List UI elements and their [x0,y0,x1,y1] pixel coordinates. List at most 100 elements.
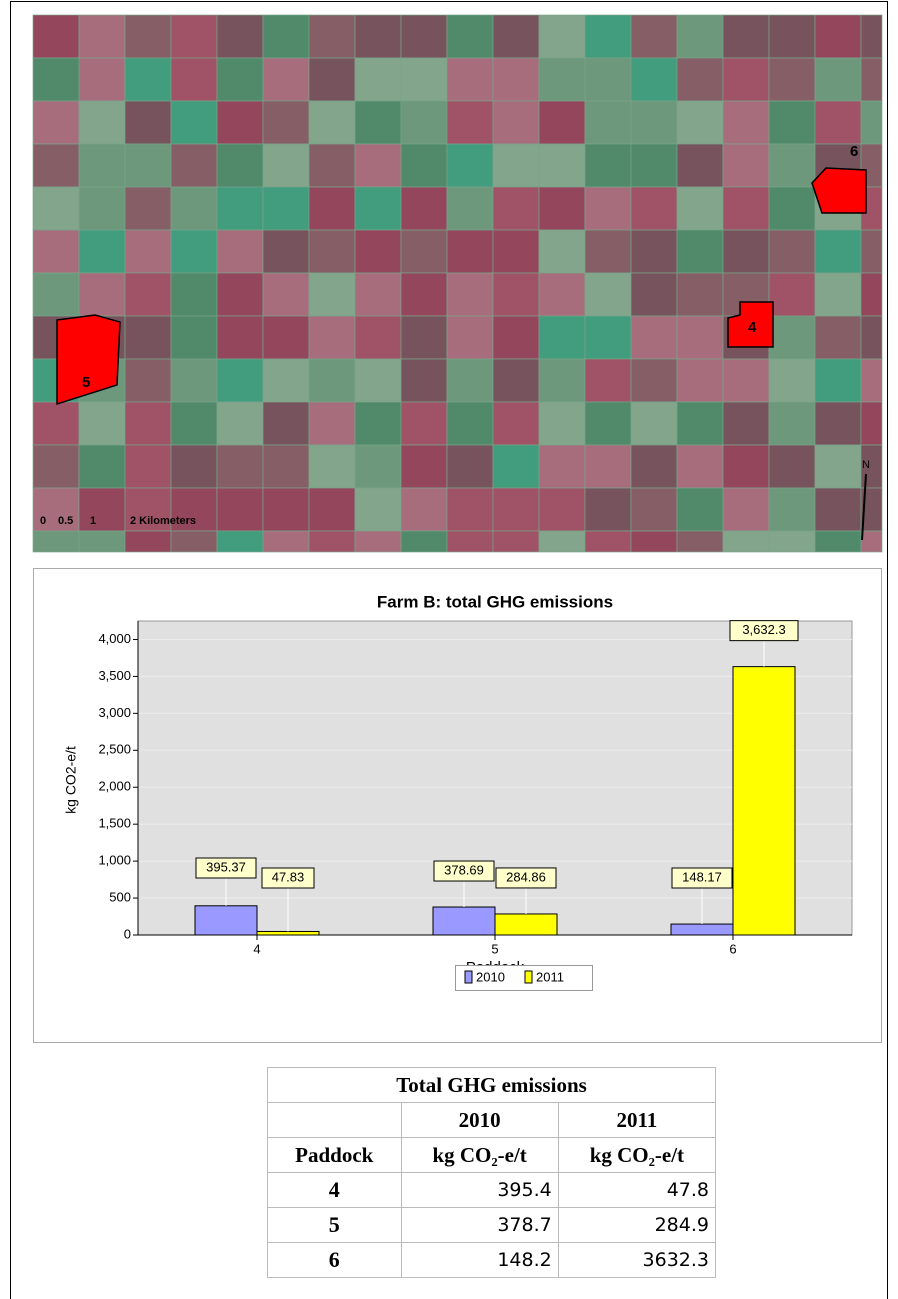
map-field [492,444,540,489]
map-field [630,444,678,489]
map-field [676,487,724,532]
map-field [78,272,126,317]
map-field [124,272,172,317]
table-row: 2010 2011 [267,1102,717,1138]
map-field [860,14,883,59]
table-cell: Paddock [267,1137,402,1173]
scale-label: 1 [90,515,96,527]
map-field [400,100,448,145]
map-field [216,57,264,102]
map-field [630,487,678,532]
map-field [814,57,862,102]
map-field [170,315,218,360]
map-field [768,487,816,532]
map-field [584,57,632,102]
map-field [492,14,540,59]
map-field [446,358,494,403]
map-field [262,143,310,188]
map-field [262,315,310,360]
map-field [630,57,678,102]
map-field [354,315,402,360]
data-label: 284.86 [506,869,546,884]
map-field [538,100,586,145]
map-field [308,272,356,317]
map-field [78,530,126,553]
map-field [262,229,310,274]
map-field [538,530,586,553]
table-cell: 395.4 [400,1172,559,1208]
map-field [538,487,586,532]
map-field [814,100,862,145]
paddock-label: 6 [850,143,858,160]
table-row: 5 378.7 284.9 [267,1207,717,1243]
map-field [538,14,586,59]
data-label: 148.17 [682,869,722,884]
map-field [216,229,264,274]
map-field [538,272,586,317]
map-field [584,487,632,532]
map-field [354,530,402,553]
y-tick-label: 3,000 [98,705,131,720]
map-field [676,401,724,446]
y-tick-label: 500 [109,889,131,904]
map-field [768,14,816,59]
map-field [262,100,310,145]
data-table: Total GHG emissions 2010 2011 Paddock kg CO₂… [267,1067,717,1278]
paddock-area [56,314,121,406]
map-field [860,401,883,446]
map-field [308,186,356,231]
map-field [538,358,586,403]
paddock-area [811,167,867,214]
map-field [630,401,678,446]
map-field [722,487,770,532]
map-field [308,530,356,553]
map-field [584,186,632,231]
map-field [308,57,356,102]
map-field [354,444,402,489]
map-field [124,57,172,102]
bar [732,666,796,936]
map-field [32,487,80,532]
data-label-box [433,860,495,882]
legend-label: 2010 [476,969,505,984]
map-field [262,14,310,59]
data-label-box [261,867,315,889]
map-field [630,358,678,403]
table-cell: 4 [267,1172,402,1208]
table-cell: 284.9 [557,1207,717,1243]
map-field [400,401,448,446]
map-field [538,401,586,446]
map-field [216,272,264,317]
map-field [584,272,632,317]
table-cell: 148.2 [400,1242,559,1278]
paddock-area [727,301,774,348]
map-field [538,186,586,231]
map-field [768,444,816,489]
map-field [722,57,770,102]
page-border [10,1,888,1299]
map-field [492,100,540,145]
data-label: 47.83 [272,869,305,884]
map-field [78,100,126,145]
map-field [860,530,883,553]
map-field [860,315,883,360]
y-tick-label: 2,500 [98,742,131,757]
map-field [768,186,816,231]
map-field [354,57,402,102]
map-field [676,57,724,102]
map-field [308,100,356,145]
map-field [170,14,218,59]
map-field [216,100,264,145]
y-tick-label: 1,500 [98,816,131,831]
table-cell: 2010 [400,1102,559,1138]
map-field [492,487,540,532]
map-field [400,272,448,317]
map-field [630,14,678,59]
map-field [492,315,540,360]
map-field [262,272,310,317]
map-field [170,57,218,102]
bar [194,905,258,936]
map-field [722,100,770,145]
table-cell: 3632.3 [557,1242,717,1278]
legend [455,965,593,991]
